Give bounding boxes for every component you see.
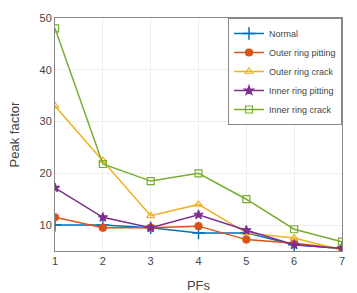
svg-text:7: 7 bbox=[339, 255, 345, 267]
svg-text:Outer ring pitting: Outer ring pitting bbox=[269, 48, 336, 58]
svg-text:5: 5 bbox=[243, 255, 249, 267]
svg-text:Inner ring crack: Inner ring crack bbox=[269, 105, 332, 115]
svg-text:30: 30 bbox=[40, 115, 52, 127]
svg-text:6: 6 bbox=[291, 255, 297, 267]
svg-text:PFs: PFs bbox=[187, 278, 211, 293]
svg-text:3: 3 bbox=[148, 255, 154, 267]
svg-text:40: 40 bbox=[40, 64, 52, 76]
svg-text:Outer ring crack: Outer ring crack bbox=[269, 67, 334, 77]
svg-text:Normal: Normal bbox=[269, 29, 298, 39]
svg-text:4: 4 bbox=[195, 255, 201, 267]
svg-text:50: 50 bbox=[40, 12, 52, 24]
svg-text:Inner ring pitting: Inner ring pitting bbox=[269, 86, 334, 96]
svg-text:Peak factor: Peak factor bbox=[7, 101, 22, 167]
svg-text:1: 1 bbox=[52, 255, 58, 267]
svg-text:2: 2 bbox=[100, 255, 106, 267]
svg-text:10: 10 bbox=[40, 219, 52, 231]
svg-text:20: 20 bbox=[40, 167, 52, 179]
